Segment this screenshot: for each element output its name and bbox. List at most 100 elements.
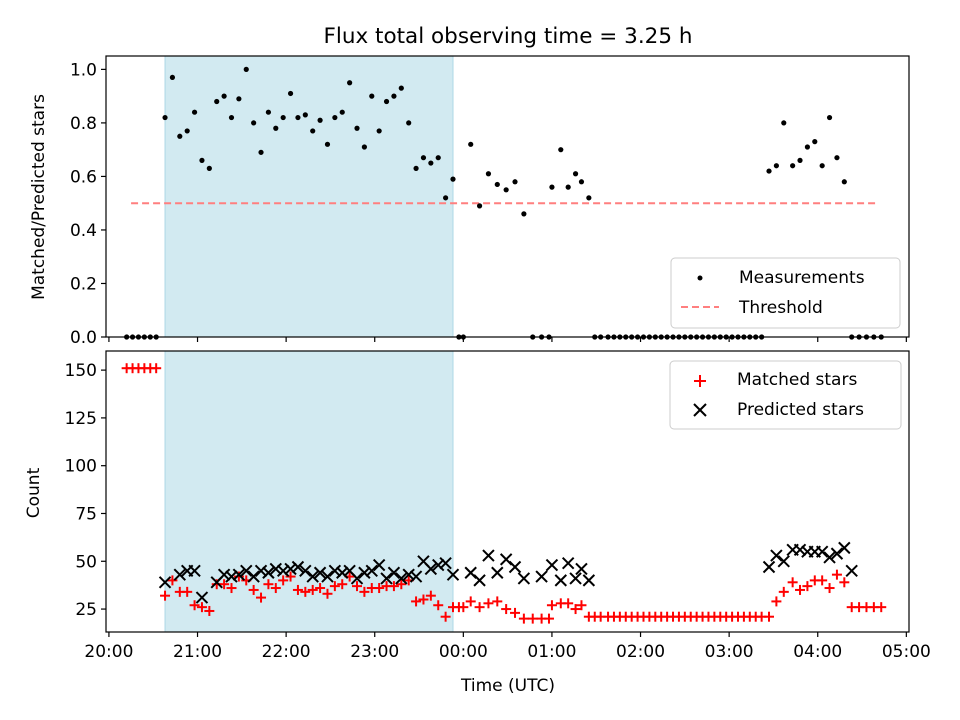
- predicted-point: [262, 566, 275, 579]
- legend-predicted-marker: [693, 403, 707, 417]
- predicted-point: [232, 568, 246, 581]
- bot-y-tick-label: 75: [75, 504, 97, 524]
- matched-point: [563, 598, 574, 609]
- predicted-point: [491, 566, 504, 579]
- matched-point: [263, 579, 274, 590]
- measurement-point: [435, 155, 441, 161]
- predicted-point: [561, 556, 575, 570]
- predicted-point: [299, 564, 312, 578]
- predicted-point: [395, 572, 408, 585]
- measurement-point: [184, 128, 190, 134]
- predicted-point: [158, 576, 172, 589]
- measurement-point: [287, 90, 294, 97]
- predicted-point: [762, 560, 776, 574]
- matched-point: [546, 600, 557, 611]
- matched-point: [527, 613, 538, 624]
- predicted-point: [482, 549, 495, 562]
- matched-point: [226, 583, 237, 594]
- legend-threshold-label: Threshold: [738, 298, 823, 318]
- x-tick-label: 23:00: [350, 642, 399, 662]
- legend-measurements-label: Measurements: [739, 268, 865, 288]
- measurement-point: [317, 117, 323, 123]
- measurement-point: [383, 98, 390, 105]
- predicted-point: [372, 558, 386, 572]
- measurement-point: [428, 160, 434, 166]
- measurement-point: [420, 155, 427, 161]
- bot-y-tick-label: 125: [65, 409, 97, 429]
- matched-point: [576, 600, 587, 611]
- measurement-point: [228, 114, 235, 121]
- matched-point: [802, 581, 813, 592]
- measurement-point: [191, 109, 198, 115]
- predicted-point: [269, 562, 282, 576]
- top-legend: Measurements Threshold: [670, 257, 901, 329]
- measurement-point: [354, 125, 360, 131]
- matched-point: [219, 579, 230, 590]
- measurement-point: [494, 181, 500, 188]
- matched-point: [270, 583, 281, 594]
- matched-point: [771, 596, 782, 607]
- measurement-point: [503, 187, 509, 193]
- matched-point: [374, 583, 385, 594]
- predicted-point: [306, 570, 319, 583]
- measurement-point: [773, 163, 779, 169]
- predicted-point: [276, 564, 290, 578]
- predicted-point: [173, 568, 187, 581]
- predicted-point: [225, 570, 238, 583]
- measurement-point: [199, 157, 205, 163]
- x-tick-label: 04:00: [793, 642, 842, 662]
- matched-point: [787, 577, 798, 588]
- x-tick-label: 20:00: [84, 642, 133, 662]
- matched-point: [396, 579, 407, 590]
- measurement-point: [413, 165, 419, 171]
- matched-point: [160, 590, 171, 601]
- legend-matched-marker: [694, 375, 706, 387]
- bottom-legend-box: [669, 360, 902, 430]
- predicted-point: [247, 570, 260, 583]
- legend-measurements-marker: [697, 275, 703, 281]
- measurement-point: [406, 120, 412, 126]
- predicted-point: [575, 562, 588, 576]
- x-tick-label: 22:00: [262, 642, 311, 662]
- predicted-point: [217, 568, 231, 581]
- measurement-point: [302, 112, 308, 118]
- predicted-point: [365, 564, 378, 578]
- matched-point: [151, 363, 162, 374]
- measurement-point: [347, 80, 353, 86]
- measurement-point: [841, 179, 847, 185]
- matched-point: [256, 592, 267, 603]
- predicted-point: [545, 558, 559, 572]
- matched-point: [233, 571, 244, 582]
- predicted-point: [432, 558, 445, 572]
- matched-point: [483, 598, 494, 609]
- measurement-point: [177, 133, 183, 139]
- predicted-point: [350, 572, 364, 585]
- measurement-point: [578, 179, 585, 185]
- matched-point: [359, 586, 370, 597]
- measurement-point: [332, 114, 338, 121]
- predicted-point: [240, 564, 253, 578]
- measurement-point: [265, 109, 272, 115]
- measurement-point: [485, 171, 492, 177]
- measurement-point: [169, 74, 176, 81]
- bot-y-tick-label: 25: [75, 600, 97, 620]
- matched-point: [418, 594, 429, 605]
- top-y-tick-label: 0.0: [70, 328, 97, 348]
- x-tick-label: 05:00: [882, 642, 931, 662]
- matched-point: [440, 611, 451, 622]
- predicted-point: [473, 574, 486, 587]
- top-y-axis-label: Matched/Predicted stars: [29, 94, 49, 300]
- predicted-point: [582, 574, 596, 587]
- bottom-plot-frame: [105, 350, 910, 633]
- top-panel: 0.0 0.2 0.4 0.6 0.8 1.0 Matched/Predicted sta…: [29, 55, 910, 348]
- matched-point: [465, 596, 476, 607]
- matched-point: [510, 607, 521, 618]
- predicted-point: [554, 574, 568, 587]
- matched-point: [778, 586, 789, 597]
- predicted-point: [838, 541, 851, 555]
- measurement-point: [468, 141, 474, 147]
- matched-point: [817, 575, 828, 586]
- matched-point: [322, 588, 333, 599]
- matched-point: [189, 600, 200, 611]
- predicted-point: [321, 570, 334, 583]
